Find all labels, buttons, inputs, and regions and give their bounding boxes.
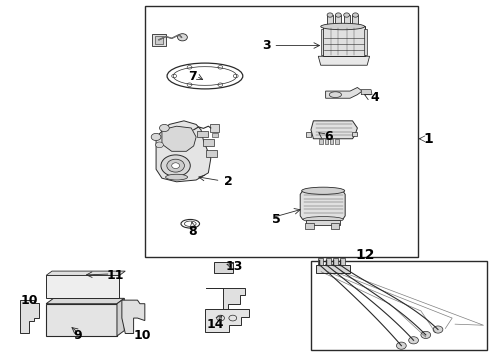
Polygon shape <box>306 220 340 225</box>
Circle shape <box>343 13 349 17</box>
Polygon shape <box>162 126 196 151</box>
Circle shape <box>396 342 406 349</box>
Polygon shape <box>361 90 372 95</box>
Circle shape <box>335 13 341 17</box>
Text: 12: 12 <box>355 248 374 262</box>
Bar <box>335 15 341 26</box>
Bar <box>318 258 323 265</box>
Polygon shape <box>306 132 311 137</box>
Circle shape <box>409 337 418 344</box>
Text: 11: 11 <box>107 269 124 282</box>
Circle shape <box>421 331 431 338</box>
Bar <box>343 15 349 26</box>
Bar <box>326 258 331 265</box>
Text: 10: 10 <box>134 329 151 342</box>
Bar <box>212 133 218 137</box>
Ellipse shape <box>302 187 344 194</box>
Bar <box>352 15 358 26</box>
Bar <box>316 265 350 273</box>
Polygon shape <box>20 300 39 333</box>
Bar <box>210 125 219 132</box>
Polygon shape <box>46 298 124 304</box>
Bar <box>340 258 345 265</box>
Bar <box>311 261 487 350</box>
Circle shape <box>433 326 443 333</box>
Circle shape <box>159 125 169 132</box>
Text: 5: 5 <box>272 213 281 226</box>
Text: 7: 7 <box>188 69 197 82</box>
Bar <box>214 262 233 273</box>
Bar <box>155 36 163 44</box>
Text: 2: 2 <box>223 175 232 188</box>
Circle shape <box>177 34 187 41</box>
Circle shape <box>156 142 163 148</box>
Bar <box>206 150 217 157</box>
Polygon shape <box>318 56 369 65</box>
Circle shape <box>167 159 184 172</box>
Polygon shape <box>364 30 367 55</box>
Bar <box>319 139 323 144</box>
Bar <box>145 6 418 257</box>
Circle shape <box>327 13 333 17</box>
Polygon shape <box>117 298 124 336</box>
Text: 8: 8 <box>189 225 197 238</box>
Polygon shape <box>206 288 245 309</box>
Circle shape <box>151 134 161 140</box>
Bar <box>46 275 120 298</box>
Polygon shape <box>156 121 211 182</box>
Bar <box>330 139 333 144</box>
Ellipse shape <box>303 217 343 222</box>
Text: 1: 1 <box>423 132 433 146</box>
Bar <box>152 34 166 45</box>
Polygon shape <box>300 191 345 220</box>
Bar <box>197 131 208 137</box>
Polygon shape <box>326 87 362 98</box>
Circle shape <box>172 163 179 168</box>
Text: 9: 9 <box>74 329 82 342</box>
Polygon shape <box>311 121 357 139</box>
Circle shape <box>161 155 190 176</box>
Bar <box>333 258 338 265</box>
Bar <box>335 139 339 144</box>
Circle shape <box>352 13 358 17</box>
Polygon shape <box>205 309 249 332</box>
Polygon shape <box>323 26 365 56</box>
Text: 4: 4 <box>370 91 379 104</box>
Bar <box>325 139 328 144</box>
Text: 14: 14 <box>207 318 224 331</box>
Bar <box>327 15 333 26</box>
Text: 6: 6 <box>324 130 332 144</box>
Text: 3: 3 <box>263 39 271 52</box>
Bar <box>46 304 117 336</box>
Bar <box>203 139 214 146</box>
Polygon shape <box>122 300 145 333</box>
Polygon shape <box>351 132 357 136</box>
Bar <box>305 223 315 229</box>
Ellipse shape <box>166 174 188 180</box>
Ellipse shape <box>321 23 365 30</box>
Ellipse shape <box>329 92 342 98</box>
Polygon shape <box>321 30 323 55</box>
Polygon shape <box>46 271 125 275</box>
Text: 13: 13 <box>225 260 243 273</box>
Bar <box>331 223 339 229</box>
Text: 10: 10 <box>20 294 38 307</box>
